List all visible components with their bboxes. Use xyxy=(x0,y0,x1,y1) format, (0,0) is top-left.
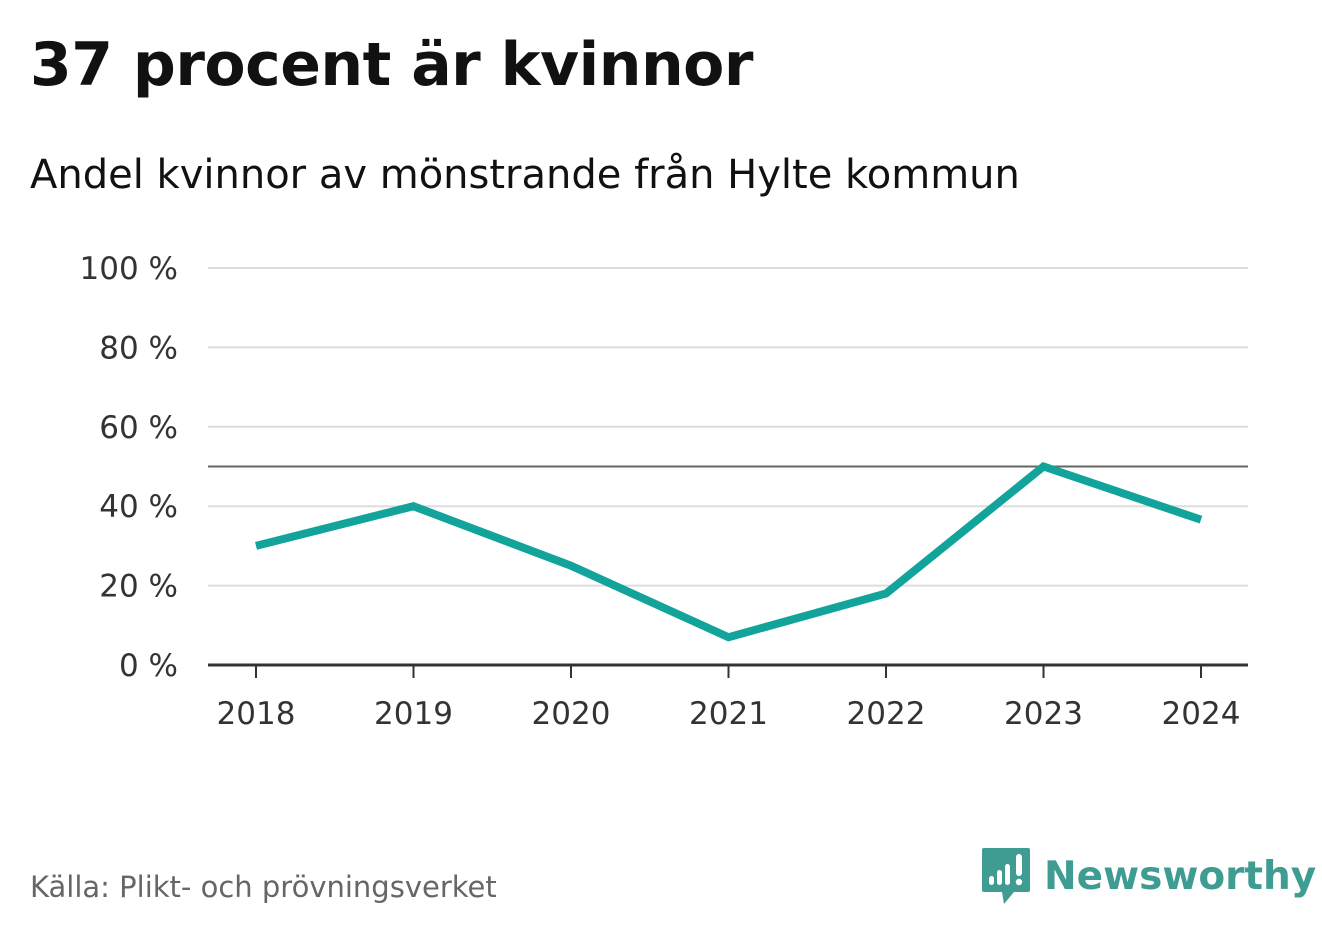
y-tick-label: 100 % xyxy=(80,251,178,287)
x-tick-label: 2024 xyxy=(1162,696,1241,732)
chart-subtitle: Andel kvinnor av mönstrande från Hylte k… xyxy=(30,152,1020,198)
y-tick-label: 20 % xyxy=(99,569,178,605)
x-tick-label: 2022 xyxy=(847,696,926,732)
grid-lines xyxy=(208,267,1248,587)
x-tick-label: 2023 xyxy=(1004,696,1083,732)
x-tick-label: 2020 xyxy=(532,696,611,732)
newsworthy-logo-icon xyxy=(982,848,1030,904)
x-axis xyxy=(208,663,1248,678)
y-tick-label: 0 % xyxy=(119,648,178,684)
y-tick-label: 40 % xyxy=(99,489,178,525)
x-tick-label: 2021 xyxy=(689,696,768,732)
chart-title: 37 procent är kvinnor xyxy=(30,30,753,100)
brand-name: Newsworthy xyxy=(1044,853,1317,899)
source-note: Källa: Plikt- och prövningsverket xyxy=(30,870,497,904)
series-group xyxy=(255,462,1203,642)
y-tick-label: 60 % xyxy=(99,410,178,446)
y-axis-labels: 0 % 20 % 40 % 60 % 80 % 100 % xyxy=(80,251,178,684)
y-tick-label: 80 % xyxy=(99,330,178,366)
brand-logo: Newsworthy xyxy=(980,846,1316,906)
x-axis-labels: 2018 2019 2020 2021 2022 2023 2024 xyxy=(217,696,1241,732)
series-line xyxy=(255,462,1203,642)
x-tick-label: 2018 xyxy=(217,696,296,732)
x-tick-label: 2019 xyxy=(374,696,453,732)
